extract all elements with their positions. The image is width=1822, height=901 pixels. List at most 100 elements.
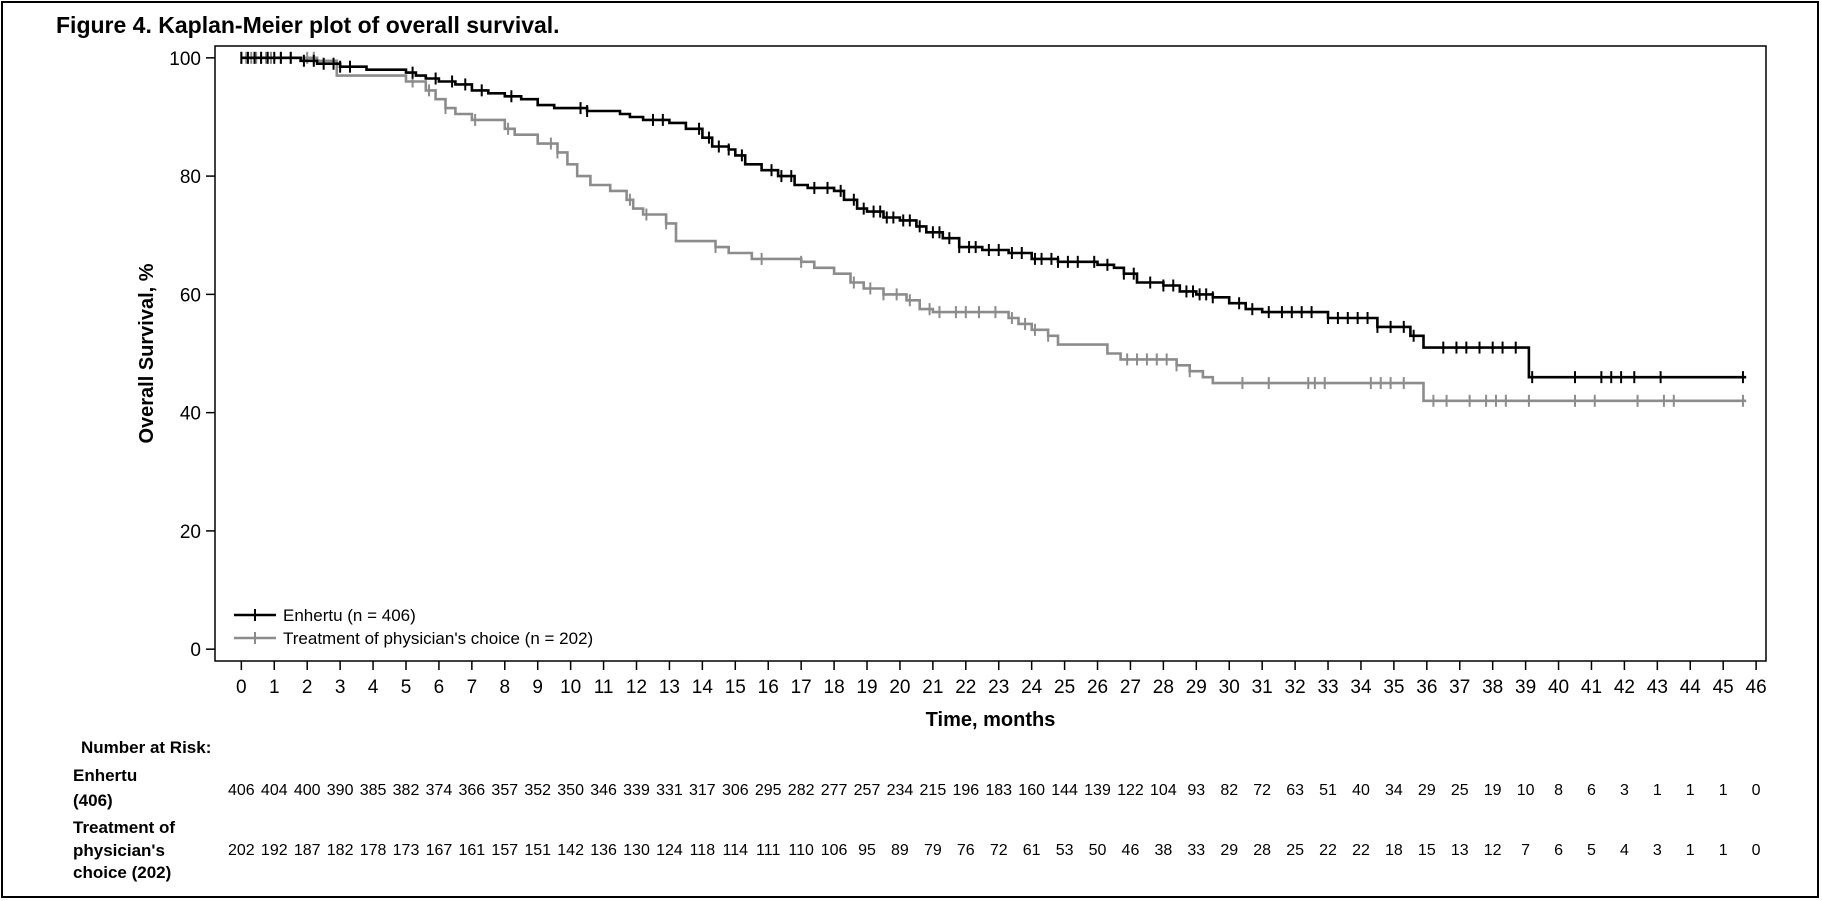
risk-count-1: 46 [1122, 842, 1140, 859]
x-tick-label: 5 [401, 677, 412, 698]
y-tick-label: 0 [190, 640, 201, 661]
x-tick-label: 26 [1087, 677, 1108, 698]
risk-count-1: 18 [1385, 842, 1403, 859]
x-tick-label: 11 [594, 677, 614, 698]
x-tick-label: 29 [1186, 677, 1207, 698]
risk-count-1: 89 [891, 842, 909, 859]
risk-count-1: 1 [1719, 842, 1728, 859]
y-tick-label: 60 [180, 285, 201, 306]
risk-count-0: 160 [1018, 782, 1045, 799]
x-tick-label: 41 [1581, 677, 1602, 698]
x-tick-label: 15 [725, 677, 746, 698]
risk-count-0: 139 [1084, 782, 1111, 799]
risk-count-1: 79 [924, 842, 942, 859]
risk-row-label-0: (406) [73, 791, 113, 810]
risk-count-0: 306 [722, 782, 749, 799]
risk-row-label-1: Treatment of [73, 818, 175, 837]
risk-count-1: 130 [623, 842, 650, 859]
risk-count-1: 142 [557, 842, 584, 859]
risk-count-1: 167 [426, 842, 453, 859]
risk-count-0: 390 [327, 782, 354, 799]
x-tick-label: 17 [791, 677, 812, 698]
risk-count-0: 385 [360, 782, 387, 799]
x-tick-label: 28 [1153, 677, 1174, 698]
risk-count-0: 29 [1418, 782, 1436, 799]
x-axis-title: Time, months [926, 709, 1056, 731]
risk-count-1: 0 [1752, 842, 1761, 859]
x-tick-label: 1 [269, 677, 280, 698]
risk-count-0: 295 [755, 782, 782, 799]
x-tick-label: 14 [692, 677, 714, 698]
risk-count-1: 111 [756, 842, 780, 859]
risk-count-0: 382 [393, 782, 420, 799]
risk-count-1: 157 [491, 842, 518, 859]
risk-count-1: 28 [1253, 842, 1271, 859]
y-tick-label: 100 [169, 49, 201, 70]
risk-count-0: 366 [459, 782, 486, 799]
x-tick-label: 7 [467, 677, 478, 698]
risk-count-1: 29 [1220, 842, 1238, 859]
risk-count-0: 282 [788, 782, 815, 799]
risk-count-1: 33 [1187, 842, 1205, 859]
risk-count-0: 0 [1752, 782, 1761, 799]
risk-count-1: 13 [1451, 842, 1469, 859]
x-tick-label: 3 [335, 677, 346, 698]
risk-count-1: 136 [590, 842, 617, 859]
risk-count-0: 257 [854, 782, 881, 799]
risk-count-0: 234 [887, 782, 914, 799]
risk-row-label-1: choice (202) [73, 863, 171, 882]
risk-count-1: 76 [957, 842, 975, 859]
risk-row-label-0: Enhertu [73, 766, 137, 785]
risk-count-0: 331 [656, 782, 683, 799]
x-tick-label: 9 [532, 677, 543, 698]
x-tick-label: 20 [889, 677, 910, 698]
risk-count-1: 124 [656, 842, 683, 859]
risk-count-1: 4 [1620, 842, 1629, 859]
risk-count-1: 151 [524, 842, 551, 859]
risk-count-0: 404 [261, 782, 288, 799]
risk-count-0: 196 [952, 782, 979, 799]
risk-count-0: 3 [1620, 782, 1629, 799]
risk-count-1: 95 [858, 842, 876, 859]
risk-count-0: 400 [294, 782, 321, 799]
x-tick-label: 40 [1548, 677, 1569, 698]
risk-table-title: Number at Risk: [81, 738, 211, 757]
risk-count-1: 38 [1154, 842, 1172, 859]
risk-count-0: 346 [590, 782, 617, 799]
risk-count-0: 72 [1253, 782, 1271, 799]
risk-count-0: 34 [1385, 782, 1403, 799]
risk-count-1: 53 [1056, 842, 1074, 859]
risk-count-0: 144 [1051, 782, 1078, 799]
x-tick-label: 33 [1317, 677, 1338, 698]
risk-count-0: 317 [689, 782, 716, 799]
risk-count-1: 187 [294, 842, 321, 859]
risk-count-0: 25 [1451, 782, 1469, 799]
risk-count-1: 15 [1418, 842, 1436, 859]
legend-label-1: Treatment of physician's choice (n = 202… [283, 629, 593, 648]
risk-count-1: 22 [1352, 842, 1370, 859]
x-tick-label: 24 [1021, 677, 1043, 698]
x-tick-label: 43 [1647, 677, 1668, 698]
x-tick-label: 44 [1680, 677, 1702, 698]
risk-count-0: 183 [985, 782, 1012, 799]
risk-count-1: 182 [327, 842, 354, 859]
risk-count-0: 82 [1220, 782, 1238, 799]
figure-title: Figure 4. Kaplan-Meier plot of overall s… [56, 12, 560, 38]
x-tick-label: 27 [1120, 677, 1141, 698]
x-tick-label: 8 [499, 677, 510, 698]
x-tick-label: 37 [1449, 677, 1470, 698]
x-tick-label: 13 [659, 677, 680, 698]
plot-area-frame [214, 45, 1767, 662]
risk-count-0: 350 [557, 782, 584, 799]
x-tick-label: 34 [1350, 677, 1372, 698]
x-tick-label: 0 [236, 677, 247, 698]
y-tick-label: 40 [180, 404, 201, 425]
risk-count-1: 12 [1484, 842, 1502, 859]
x-tick-label: 31 [1252, 677, 1273, 698]
risk-count-0: 374 [426, 782, 453, 799]
x-tick-label: 25 [1054, 677, 1075, 698]
legend-label-0: Enhertu (n = 406) [283, 606, 416, 625]
risk-count-1: 3 [1653, 842, 1662, 859]
risk-count-0: 104 [1150, 782, 1177, 799]
